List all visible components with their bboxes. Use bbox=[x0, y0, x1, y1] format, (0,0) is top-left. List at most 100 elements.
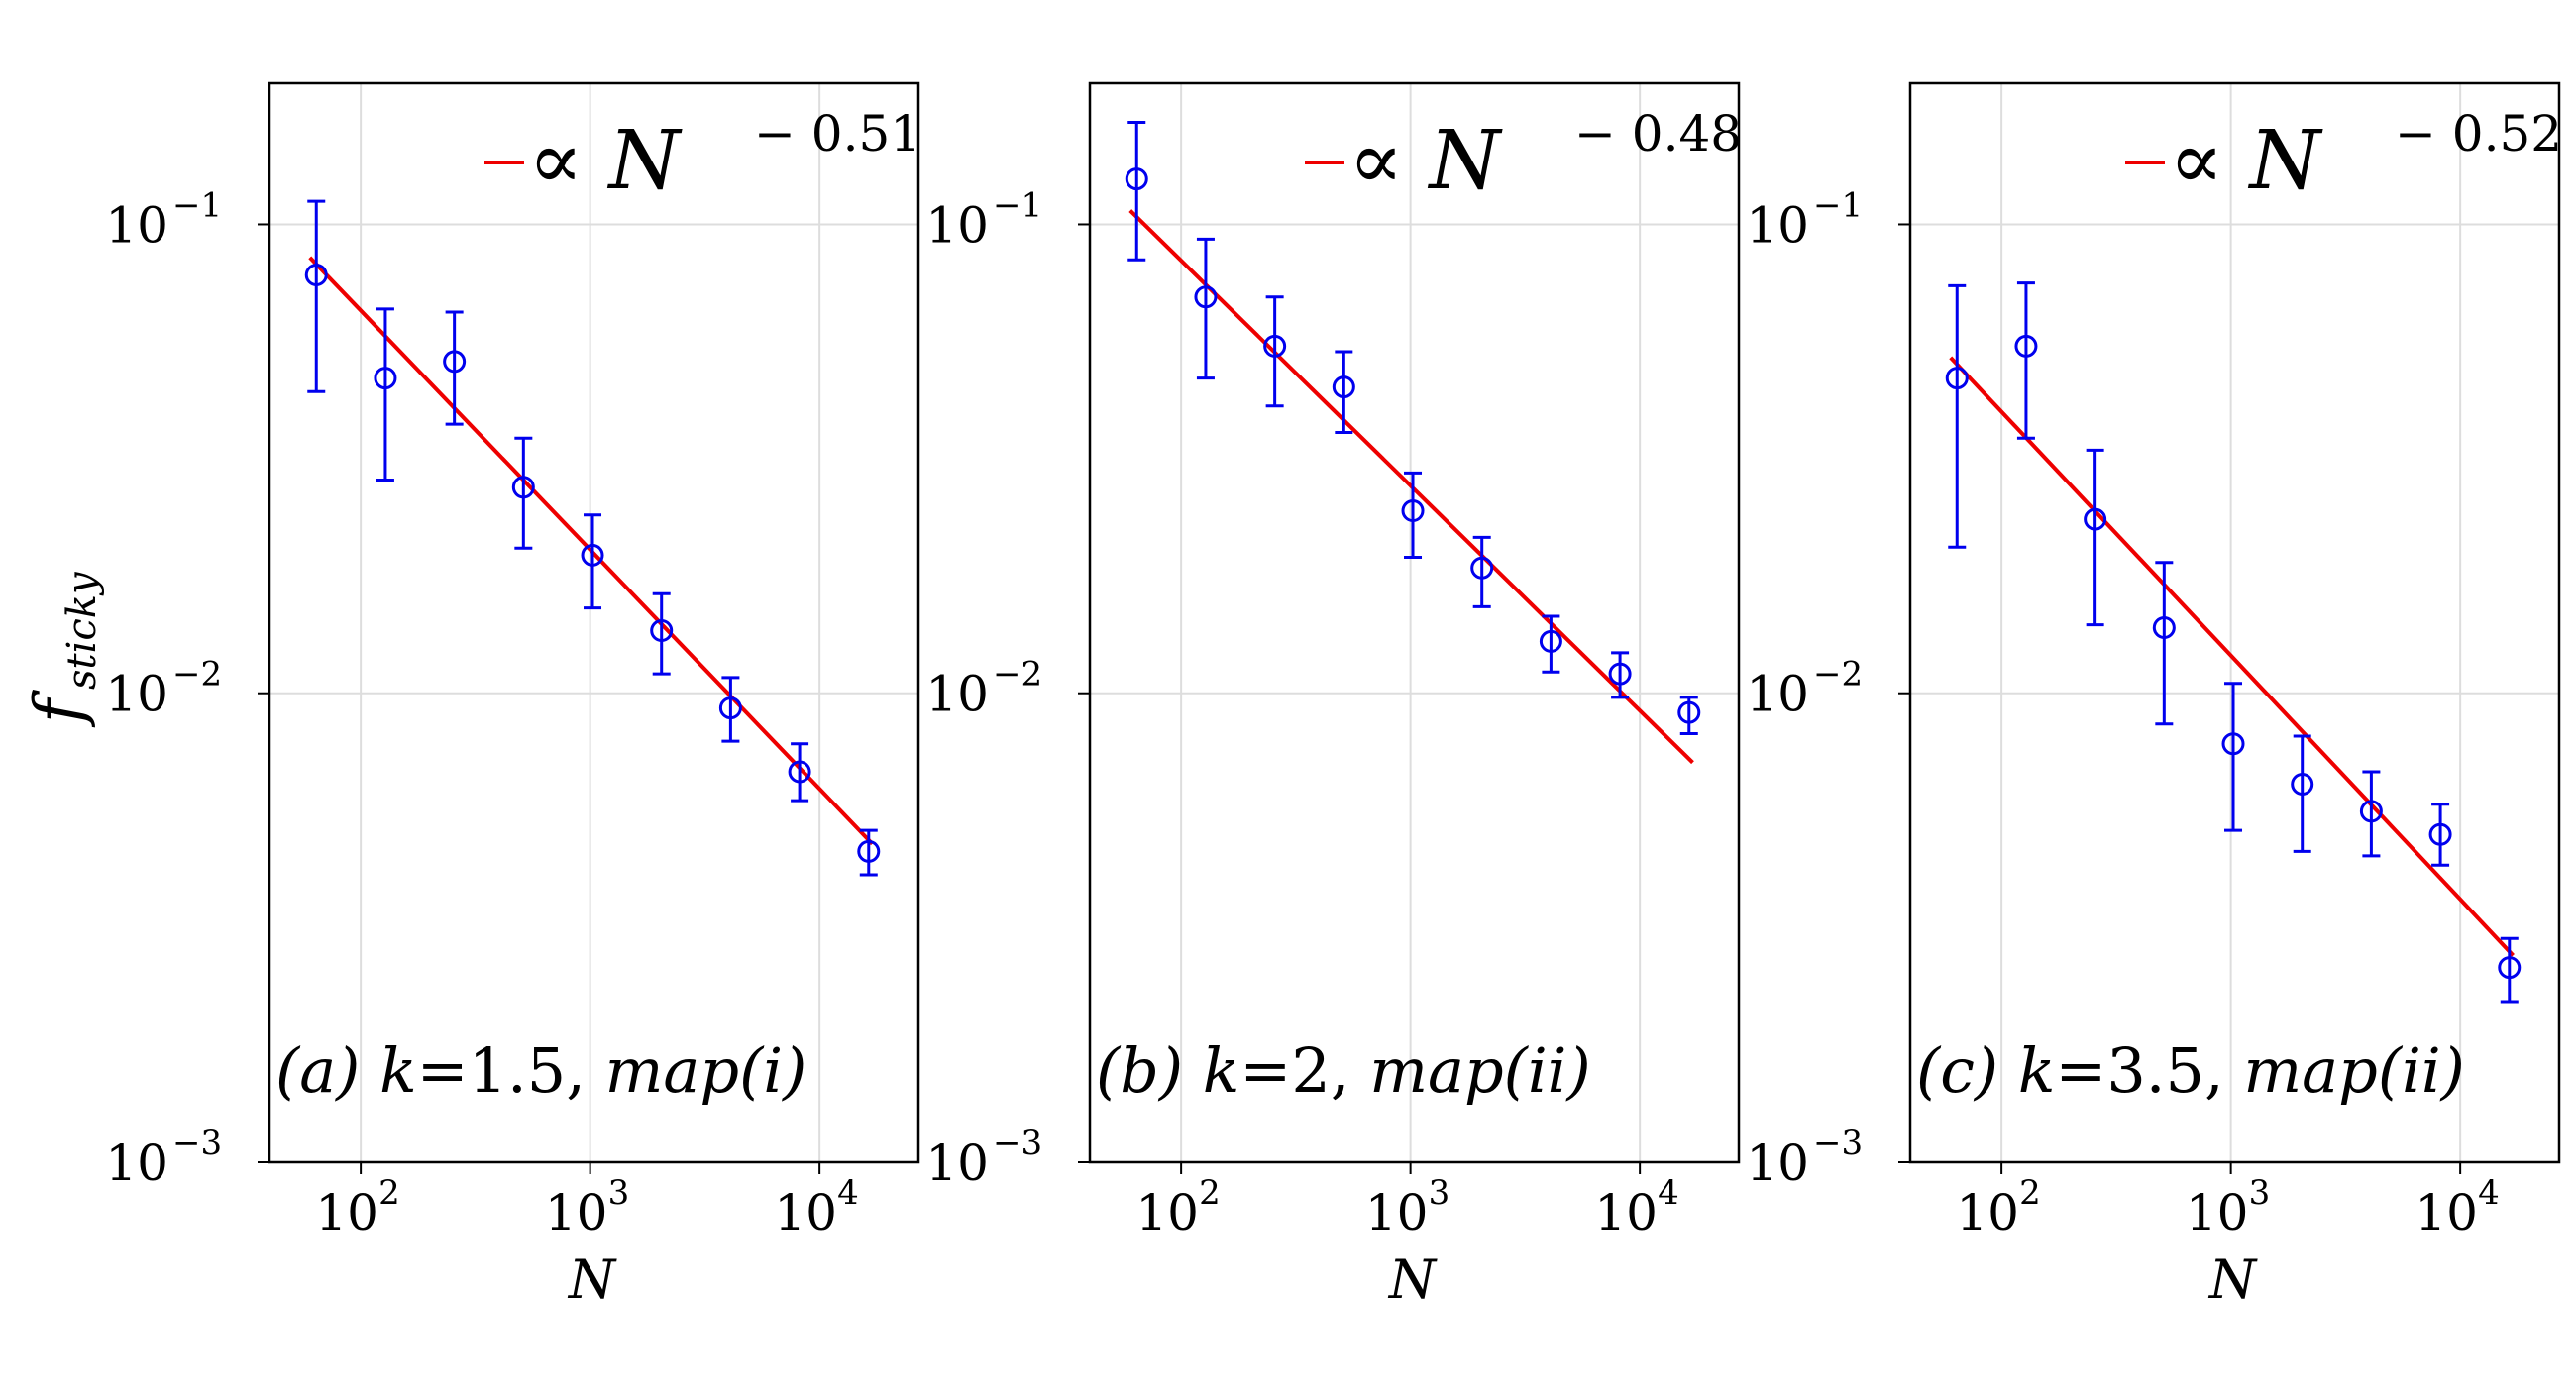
x-tick-label: 10 bbox=[2186, 1184, 2249, 1241]
data-point bbox=[2428, 822, 2452, 846]
data-point bbox=[1125, 167, 1148, 191]
y-tick-exponent: −2 bbox=[172, 655, 222, 695]
data-point bbox=[443, 350, 467, 374]
annotation-text: (c) k=3.5, map(ii) bbox=[1916, 1034, 2465, 1107]
data-point bbox=[1332, 375, 1355, 399]
annotation-space bbox=[1349, 1034, 1369, 1107]
annotation-map: map(ii) bbox=[1369, 1034, 1590, 1107]
annotation-space bbox=[586, 1034, 605, 1107]
x-tick-exponent: 4 bbox=[2478, 1173, 2500, 1213]
annotation-space bbox=[2224, 1034, 2244, 1107]
data-point bbox=[1945, 367, 1969, 390]
x-tick-label: 10 bbox=[1365, 1184, 1429, 1241]
y-tick-exponent: −1 bbox=[172, 185, 222, 225]
data-point bbox=[1401, 499, 1425, 523]
x-tick-exponent: 3 bbox=[2249, 1173, 2271, 1213]
data-point bbox=[581, 543, 604, 567]
y-tick-label: 10 bbox=[925, 666, 989, 723]
y-tick-exponent: −3 bbox=[993, 1124, 1042, 1163]
panel-a: 10 2 10 3 10 410 −110 −210 −3N∝ N − 0.51(a) k=1.5… bbox=[105, 81, 921, 1311]
legend-label: ∝ N bbox=[1348, 114, 1504, 208]
y-tick-exponent: −2 bbox=[993, 655, 1042, 695]
annotation-space bbox=[360, 1034, 379, 1107]
fit-line bbox=[1949, 356, 2515, 957]
y-tick-exponent: −3 bbox=[172, 1124, 222, 1163]
legend-label: ∝ N bbox=[2169, 114, 2324, 208]
x-tick-exponent: 3 bbox=[1429, 1173, 1450, 1213]
x-tick-exponent: 3 bbox=[608, 1173, 630, 1213]
data-point bbox=[304, 264, 328, 287]
legend: ∝ N − 0.51 bbox=[484, 105, 921, 208]
x-tick-label: 10 bbox=[315, 1184, 378, 1241]
panel-annotation: (c) k=3.5, map(ii) bbox=[1916, 1034, 2465, 1107]
annotation-label: (b) bbox=[1096, 1034, 1183, 1107]
data-point bbox=[1194, 285, 1218, 309]
y-axis-label-sub: sticky bbox=[59, 571, 105, 690]
plot-frame bbox=[1088, 81, 1741, 1164]
annotation-kvar: k bbox=[379, 1034, 417, 1107]
x-axis-label: N bbox=[2207, 1248, 2258, 1311]
annotation-space bbox=[1183, 1034, 1203, 1107]
data-point bbox=[2498, 956, 2522, 980]
x-tick-label: 10 bbox=[1594, 1184, 1658, 1241]
annotation-map: map(i) bbox=[605, 1034, 807, 1107]
x-axis-label: N bbox=[567, 1248, 617, 1311]
legend-label: ∝ N bbox=[528, 114, 684, 208]
plots: 10 2 10 3 10 410 −110 −210 −3N∝ N − 0.51(a) k=1.5… bbox=[105, 81, 2562, 1311]
x-tick-exponent: 2 bbox=[378, 1173, 400, 1213]
data-point bbox=[788, 760, 811, 784]
y-tick-label: 10 bbox=[105, 666, 168, 723]
panel-c: 10 2 10 3 10 410 −110 −210 −3N∝ N − 0.52(c) k=3.5… bbox=[1746, 81, 2562, 1311]
annotation-space bbox=[1998, 1034, 2018, 1107]
annotation-map: map(ii) bbox=[2243, 1034, 2464, 1107]
legend-exponent: − 0.52 bbox=[2395, 105, 2562, 162]
x-tick-exponent: 4 bbox=[837, 1173, 859, 1213]
data-point bbox=[511, 476, 535, 499]
annotation-eq: = bbox=[417, 1034, 469, 1107]
x-tick-label: 10 bbox=[774, 1184, 837, 1241]
x-axis-label: N bbox=[1387, 1248, 1438, 1311]
x-tick-exponent: 4 bbox=[1658, 1173, 1679, 1213]
data-point bbox=[718, 696, 742, 720]
y-tick-exponent: −1 bbox=[993, 185, 1042, 225]
y-tick-label: 10 bbox=[1746, 196, 1809, 254]
annotation-text: (a) k=1.5, map(i) bbox=[275, 1034, 806, 1107]
legend: ∝ N − 0.52 bbox=[2125, 105, 2562, 208]
data-point bbox=[2084, 507, 2107, 531]
annotation-kvar: k bbox=[1203, 1034, 1240, 1107]
y-tick-label: 10 bbox=[925, 1134, 989, 1192]
annotation-kvar: k bbox=[2018, 1034, 2056, 1107]
x-tick-exponent: 2 bbox=[2019, 1173, 2041, 1213]
data-point bbox=[1608, 662, 1632, 686]
x-tick-label: 10 bbox=[2415, 1184, 2478, 1241]
x-tick-label: 10 bbox=[545, 1184, 608, 1241]
x-tick-label: 10 bbox=[1956, 1184, 2019, 1241]
annotation-eq: = bbox=[2055, 1034, 2106, 1107]
data-point bbox=[2152, 616, 2176, 640]
x-tick-exponent: 2 bbox=[1199, 1173, 1221, 1213]
legend: ∝ N − 0.48 bbox=[1305, 105, 1742, 208]
x-tick-label: 10 bbox=[1135, 1184, 1199, 1241]
y-tick-exponent: −1 bbox=[1813, 185, 1863, 225]
panel-annotation: (b) k=2, map(ii) bbox=[1096, 1034, 1591, 1107]
data-point bbox=[857, 839, 881, 863]
y-tick-label: 10 bbox=[925, 196, 989, 254]
annotation-label: (c) bbox=[1916, 1034, 1998, 1107]
y-tick-label: 10 bbox=[105, 196, 168, 254]
annotation-label: (a) bbox=[275, 1034, 360, 1107]
data-point bbox=[2221, 732, 2245, 756]
y-tick-label: 10 bbox=[1746, 1134, 1809, 1192]
annotation-text: (b) k=2, map(ii) bbox=[1096, 1034, 1591, 1107]
panel-b: 10 2 10 3 10 410 −110 −210 −3N∝ N − 0.48(b) k=2, … bbox=[925, 81, 1742, 1311]
plot-frame bbox=[268, 81, 920, 1164]
data-point bbox=[374, 367, 397, 390]
data-point bbox=[1677, 700, 1701, 724]
legend-exponent: − 0.51 bbox=[754, 105, 921, 162]
data-point bbox=[1470, 556, 1494, 580]
y-tick-exponent: −2 bbox=[1813, 655, 1863, 695]
annotation-eq: = bbox=[1239, 1034, 1291, 1107]
data-point bbox=[2291, 772, 2314, 796]
legend-exponent: − 0.48 bbox=[1574, 105, 1742, 162]
